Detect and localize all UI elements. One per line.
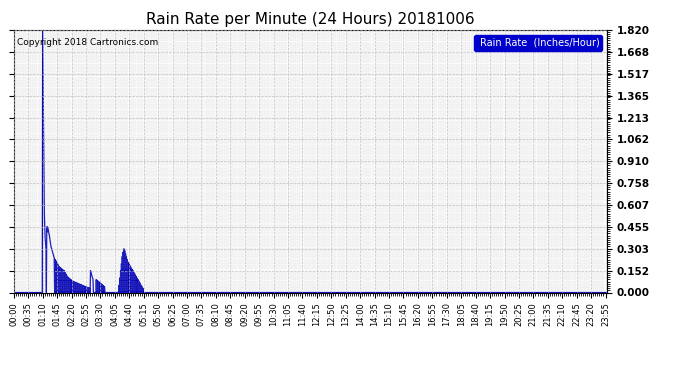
Text: Copyright 2018 Cartronics.com: Copyright 2018 Cartronics.com xyxy=(17,38,158,47)
Title: Rain Rate per Minute (24 Hours) 20181006: Rain Rate per Minute (24 Hours) 20181006 xyxy=(146,12,475,27)
Legend: Rain Rate  (Inches/Hour): Rain Rate (Inches/Hour) xyxy=(474,35,602,51)
